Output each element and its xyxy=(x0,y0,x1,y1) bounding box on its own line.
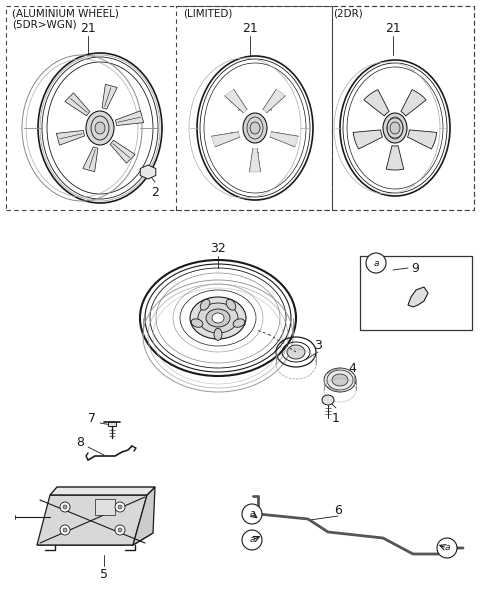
Polygon shape xyxy=(133,487,155,545)
Polygon shape xyxy=(270,132,298,147)
Text: (2DR): (2DR) xyxy=(333,8,363,18)
Text: a: a xyxy=(444,543,450,553)
Text: 21: 21 xyxy=(242,22,258,34)
Ellipse shape xyxy=(198,303,238,333)
Polygon shape xyxy=(116,111,144,126)
Text: (ALUMINIUM WHEEL)
(5DR>WGN): (ALUMINIUM WHEEL) (5DR>WGN) xyxy=(12,8,119,30)
Polygon shape xyxy=(50,487,155,495)
Circle shape xyxy=(63,505,67,509)
Polygon shape xyxy=(408,130,437,149)
Ellipse shape xyxy=(95,122,105,134)
Circle shape xyxy=(242,504,262,524)
Ellipse shape xyxy=(250,122,260,134)
Text: 3: 3 xyxy=(314,339,322,352)
Text: 21: 21 xyxy=(385,22,401,34)
Circle shape xyxy=(60,525,70,535)
Polygon shape xyxy=(56,131,84,145)
Ellipse shape xyxy=(212,313,224,323)
Circle shape xyxy=(118,505,122,509)
Polygon shape xyxy=(140,165,156,179)
Ellipse shape xyxy=(383,113,407,143)
Circle shape xyxy=(115,502,125,512)
Text: 1: 1 xyxy=(332,411,340,424)
Text: 2: 2 xyxy=(151,185,159,198)
Polygon shape xyxy=(110,140,135,163)
Text: 21: 21 xyxy=(80,22,96,34)
Text: 5: 5 xyxy=(100,567,108,580)
Text: a: a xyxy=(373,259,379,267)
Polygon shape xyxy=(263,89,285,113)
Ellipse shape xyxy=(243,113,267,143)
Polygon shape xyxy=(364,90,389,116)
Circle shape xyxy=(60,502,70,512)
Polygon shape xyxy=(408,287,428,307)
Text: (LIMITED): (LIMITED) xyxy=(183,8,232,18)
Ellipse shape xyxy=(86,111,114,145)
Bar xyxy=(108,422,116,426)
Circle shape xyxy=(366,253,386,273)
Text: 4: 4 xyxy=(348,362,356,375)
Polygon shape xyxy=(65,93,90,116)
Polygon shape xyxy=(212,132,240,147)
Polygon shape xyxy=(37,495,147,545)
Text: a: a xyxy=(249,509,255,519)
Bar xyxy=(332,6,474,210)
Ellipse shape xyxy=(191,319,203,327)
Polygon shape xyxy=(353,130,383,149)
Ellipse shape xyxy=(324,368,356,392)
Ellipse shape xyxy=(200,299,210,310)
Circle shape xyxy=(242,530,262,550)
Text: a: a xyxy=(249,535,255,545)
Ellipse shape xyxy=(226,299,236,310)
Polygon shape xyxy=(225,89,247,113)
Polygon shape xyxy=(37,533,153,545)
Polygon shape xyxy=(386,145,404,170)
Circle shape xyxy=(118,528,122,532)
Text: 8: 8 xyxy=(76,436,84,448)
Polygon shape xyxy=(401,90,426,116)
Circle shape xyxy=(115,525,125,535)
Bar xyxy=(360,256,472,330)
Polygon shape xyxy=(83,147,98,172)
Circle shape xyxy=(63,528,67,532)
Ellipse shape xyxy=(233,319,245,327)
Ellipse shape xyxy=(332,374,348,386)
Text: 9: 9 xyxy=(411,262,419,275)
Text: 7: 7 xyxy=(88,411,96,424)
Ellipse shape xyxy=(287,345,305,359)
Ellipse shape xyxy=(390,122,400,134)
Bar xyxy=(176,6,332,210)
Ellipse shape xyxy=(214,328,222,341)
Ellipse shape xyxy=(190,297,246,339)
Circle shape xyxy=(437,538,457,558)
Text: 32: 32 xyxy=(210,241,226,254)
Text: 6: 6 xyxy=(334,503,342,516)
Bar xyxy=(95,499,115,515)
Polygon shape xyxy=(250,149,260,172)
Polygon shape xyxy=(102,84,117,109)
Ellipse shape xyxy=(206,309,230,327)
Ellipse shape xyxy=(322,395,334,405)
Bar xyxy=(6,6,474,210)
